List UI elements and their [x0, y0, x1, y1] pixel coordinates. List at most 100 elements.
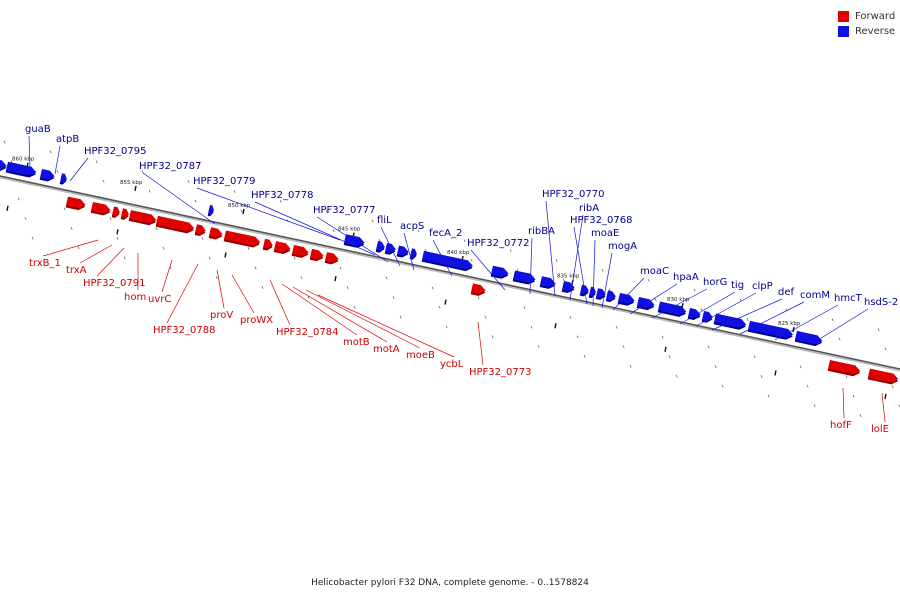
kbp-tick — [242, 208, 245, 215]
guide-dash — [615, 325, 618, 329]
guide-dash — [707, 345, 710, 349]
reverse-gene-arrow — [617, 292, 635, 306]
reverse-gene-label: HPF32_0770 — [542, 189, 604, 200]
minor-tick — [444, 299, 447, 305]
reverse-gene-label: horG — [703, 277, 727, 288]
reverse-gene-label: HPF32_0787 — [139, 161, 201, 172]
forward-gene-arrow — [867, 368, 899, 385]
guide-dash — [693, 288, 696, 292]
guide-dash — [123, 256, 126, 260]
guide-dash — [261, 286, 264, 289]
forward-swatch — [838, 11, 849, 22]
forward-leader-line — [42, 239, 99, 257]
forward-gene-label: trxB_1 — [29, 258, 61, 269]
kbp-tick-label: 845 kbp — [338, 227, 361, 233]
guide-dash — [187, 180, 190, 183]
reverse-leader-line — [774, 304, 839, 341]
reverse-leader-line — [651, 288, 708, 319]
reverse-gene-arrow — [539, 276, 556, 289]
guide-dash — [378, 239, 381, 242]
guide-dash — [838, 337, 841, 341]
reverse-gene-arrow — [5, 161, 37, 178]
reverse-leader-line — [403, 232, 415, 271]
guide-dash — [24, 217, 27, 221]
guide-dash — [49, 150, 52, 154]
reverse-gene-label: mogA — [608, 241, 637, 252]
reverse-gene-arrow — [207, 205, 214, 217]
guide-dash — [63, 207, 66, 211]
guide-dash — [155, 227, 158, 231]
guide-dash — [484, 315, 487, 319]
forward-gene-label: hofF — [830, 420, 852, 431]
reverse-leader-line — [196, 187, 341, 241]
guide-dash — [668, 355, 671, 359]
forward-leader-line — [292, 286, 388, 343]
reverse-gene-label: hmcT — [834, 293, 863, 304]
reverse-leader-line — [612, 277, 645, 311]
guide-dash — [661, 335, 664, 339]
guide-dash — [194, 199, 197, 203]
forward-gene-label: motA — [373, 344, 400, 355]
reverse-gene-arrow — [421, 250, 473, 272]
guide-dash — [10, 160, 13, 164]
legend-forward: Forward — [838, 9, 895, 24]
guide-dash — [806, 384, 809, 388]
reverse-gene-arrow — [687, 307, 701, 320]
forward-gene-arrow — [262, 238, 273, 251]
reverse-gene-label: comM — [800, 290, 830, 301]
forward-gene-arrow — [90, 201, 111, 216]
guide-dash — [583, 355, 586, 358]
reverse-leader-line — [601, 252, 613, 309]
guide-dash — [346, 286, 349, 290]
forward-gene-arrow — [65, 196, 86, 211]
minor-tick — [884, 393, 887, 400]
forward-gene-label: uvrC — [148, 294, 171, 305]
guide-dash — [247, 247, 250, 250]
guide-dash — [332, 229, 335, 233]
reverse-gene-arrow — [595, 288, 606, 300]
minor-tick — [334, 275, 337, 282]
minor-tick — [224, 252, 227, 258]
guide-dash — [562, 278, 565, 282]
forward-gene-arrow — [827, 359, 861, 377]
forward-leader-line — [477, 321, 484, 366]
reverse-gene-label: clpP — [752, 281, 773, 292]
guide-dash — [700, 308, 703, 311]
guide-dash — [891, 385, 894, 388]
guide-dash — [576, 335, 579, 339]
guide-dash — [537, 345, 540, 349]
reverse-gene-label: atpB — [56, 134, 79, 145]
guide-dash — [675, 374, 678, 378]
reverse-gene-arrow — [605, 290, 616, 303]
guide-dash — [325, 209, 328, 213]
forward-gene-label: motB — [343, 337, 370, 348]
guide-dash — [629, 364, 632, 368]
guide-dash — [254, 266, 257, 270]
reverse-gene-arrow — [384, 242, 396, 255]
reverse-leader-line — [711, 298, 783, 331]
reverse-leader-line — [28, 135, 31, 169]
guide-dash — [102, 179, 105, 183]
guide-dash — [141, 170, 144, 174]
guide-dash — [56, 170, 59, 173]
guide-dash — [721, 384, 724, 388]
reverse-leader-line — [316, 216, 389, 263]
guide-dash — [753, 355, 756, 359]
forward-gene-label: HPF32_0791 — [83, 278, 145, 289]
guide-dash — [491, 335, 494, 339]
reverse-leader-line — [432, 239, 453, 277]
guide-dash — [831, 318, 834, 322]
reverse-gene-label: moaE — [591, 228, 619, 239]
reverse-leader-line — [679, 291, 736, 325]
map-caption: Helicobacter pylori F32 DNA, complete ge… — [311, 578, 589, 588]
reverse-gene-label: fliL — [377, 215, 392, 226]
reverse-gene-arrow — [561, 280, 575, 293]
guide-dash — [17, 197, 20, 201]
legend-reverse: Reverse — [838, 24, 895, 39]
guide-dash — [95, 160, 98, 164]
forward-leader-line — [166, 263, 199, 324]
guide-dash — [233, 190, 236, 193]
forward-gene-label: HPF32_0784 — [276, 327, 338, 338]
reverse-gene-arrow — [747, 320, 794, 340]
kbp-tick — [134, 185, 137, 192]
